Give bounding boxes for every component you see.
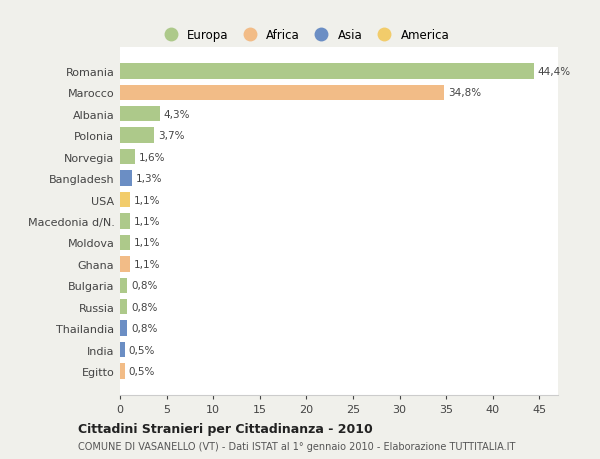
Bar bbox=[120, 235, 130, 251]
Bar bbox=[120, 364, 125, 379]
Text: COMUNE DI VASANELLO (VT) - Dati ISTAT al 1° gennaio 2010 - Elaborazione TUTTITAL: COMUNE DI VASANELLO (VT) - Dati ISTAT al… bbox=[78, 441, 515, 451]
Text: 0,8%: 0,8% bbox=[131, 281, 158, 291]
Text: 0,8%: 0,8% bbox=[131, 302, 158, 312]
Bar bbox=[120, 107, 160, 122]
Text: 1,6%: 1,6% bbox=[139, 152, 165, 162]
Text: 1,3%: 1,3% bbox=[136, 174, 163, 184]
Bar bbox=[120, 150, 135, 165]
Text: 3,7%: 3,7% bbox=[158, 131, 185, 141]
Legend: Europa, Africa, Asia, America: Europa, Africa, Asia, America bbox=[154, 25, 454, 47]
Bar bbox=[120, 342, 125, 358]
Bar bbox=[120, 64, 534, 79]
Bar bbox=[120, 192, 130, 208]
Text: 0,5%: 0,5% bbox=[128, 345, 155, 355]
Bar bbox=[120, 278, 127, 293]
Bar bbox=[120, 128, 154, 144]
Bar bbox=[120, 171, 132, 186]
Bar bbox=[120, 321, 127, 336]
Text: 34,8%: 34,8% bbox=[448, 88, 481, 98]
Bar bbox=[120, 214, 130, 229]
Text: 0,8%: 0,8% bbox=[131, 324, 158, 334]
Text: 1,1%: 1,1% bbox=[134, 259, 160, 269]
Text: 1,1%: 1,1% bbox=[134, 217, 160, 226]
Bar bbox=[120, 257, 130, 272]
Bar bbox=[120, 85, 445, 101]
Bar bbox=[120, 299, 127, 315]
Text: 44,4%: 44,4% bbox=[538, 67, 571, 77]
Text: 4,3%: 4,3% bbox=[164, 109, 190, 119]
Text: 1,1%: 1,1% bbox=[134, 238, 160, 248]
Text: Cittadini Stranieri per Cittadinanza - 2010: Cittadini Stranieri per Cittadinanza - 2… bbox=[78, 422, 373, 436]
Text: 1,1%: 1,1% bbox=[134, 195, 160, 205]
Text: 0,5%: 0,5% bbox=[128, 366, 155, 376]
